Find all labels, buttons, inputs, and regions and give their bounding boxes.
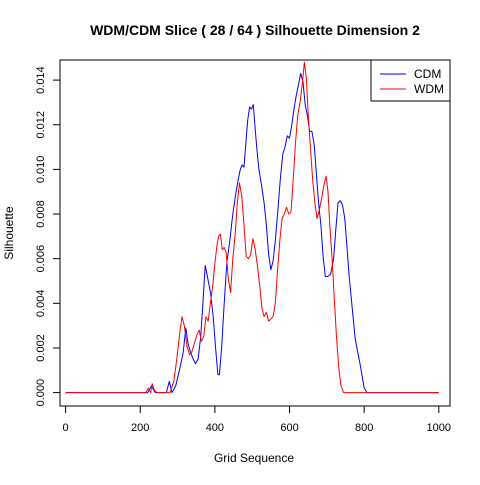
x-tick-label: 0 bbox=[63, 422, 69, 434]
plot-frame bbox=[59, 59, 451, 407]
x-tick-label: 600 bbox=[280, 422, 298, 434]
series-line-cdm bbox=[65, 72, 439, 394]
x-tick-label: 1000 bbox=[427, 422, 451, 434]
y-tick-label: 0.006 bbox=[35, 245, 47, 273]
y-tick-label: 0.002 bbox=[35, 334, 47, 362]
y-tick-label: 0.004 bbox=[35, 290, 47, 318]
chart-title: WDM/CDM Slice ( 28 / 64 ) Silhouette Dim… bbox=[90, 22, 420, 38]
y-tick-label: 0.012 bbox=[35, 111, 47, 139]
series-line-wdm bbox=[65, 61, 439, 394]
x-tick-label: 200 bbox=[131, 422, 149, 434]
y-axis-label: Silhouette bbox=[2, 206, 16, 260]
series-layer bbox=[65, 61, 439, 394]
y-axis: 0.000 0.002 0.004 0.006 0.008 0.010 0.012 0.014 bbox=[35, 66, 61, 407]
legend-box bbox=[370, 59, 451, 102]
x-tick-label: 400 bbox=[206, 422, 224, 434]
legend-label-wdm: WDM bbox=[414, 82, 444, 96]
y-tick-label: 0.010 bbox=[35, 156, 47, 184]
x-axis: 0 200 400 600 800 1000 bbox=[63, 405, 451, 434]
y-tick-label: 0.000 bbox=[35, 379, 47, 407]
legend-label-cdm: CDM bbox=[414, 67, 441, 81]
y-tick-label: 0.008 bbox=[35, 200, 47, 228]
x-axis-label: Grid Sequence bbox=[214, 451, 294, 465]
x-tick-label: 800 bbox=[355, 422, 373, 434]
y-tick-label: 0.014 bbox=[35, 66, 47, 94]
